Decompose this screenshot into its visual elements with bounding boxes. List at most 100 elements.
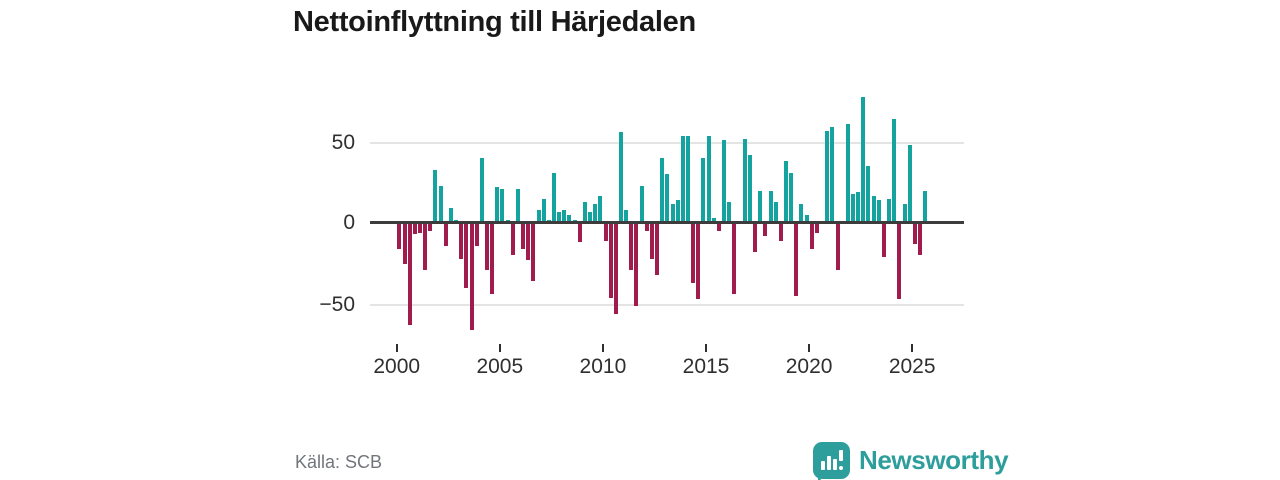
bar xyxy=(763,223,768,236)
bar xyxy=(675,200,680,223)
bar xyxy=(598,195,603,223)
bar xyxy=(448,208,453,223)
bar xyxy=(433,169,438,223)
bar xyxy=(500,189,505,223)
bar xyxy=(758,190,763,223)
bar xyxy=(644,223,649,232)
x-axis-tick-label: 2000 xyxy=(373,355,421,378)
bar xyxy=(582,201,587,223)
y-axis-tick-label-50: 50 xyxy=(331,131,355,154)
bar xyxy=(923,190,928,223)
bar xyxy=(464,223,469,288)
bar xyxy=(830,127,835,223)
bar xyxy=(742,138,747,223)
source-caption: Källa: SCB xyxy=(295,452,383,472)
bar xyxy=(526,223,531,261)
bar xyxy=(789,172,794,223)
bar xyxy=(773,201,778,223)
bar xyxy=(665,174,670,223)
bar xyxy=(918,223,922,256)
gridline-plus50 xyxy=(370,142,964,144)
bar-chart-speech-bubble-icon xyxy=(813,441,850,480)
bar xyxy=(907,145,912,223)
bar xyxy=(897,223,902,300)
x-axis-tick xyxy=(498,344,501,352)
bar xyxy=(727,201,732,223)
bar xyxy=(649,223,654,259)
bar xyxy=(521,223,525,249)
bar xyxy=(876,200,881,223)
y-axis-tick-label-neg50: −50 xyxy=(319,293,355,316)
bar xyxy=(711,218,716,223)
bar xyxy=(871,195,876,223)
bar xyxy=(541,198,546,223)
bar xyxy=(407,223,412,326)
logo-bar-3 xyxy=(833,458,837,470)
bar xyxy=(619,132,623,223)
bar xyxy=(438,185,443,223)
bar xyxy=(412,223,417,235)
bar xyxy=(670,203,675,223)
bar xyxy=(799,203,804,223)
bar xyxy=(856,192,861,223)
bar xyxy=(459,223,464,259)
bar xyxy=(902,203,907,223)
bar xyxy=(510,223,515,256)
bar xyxy=(804,214,809,223)
bar xyxy=(428,223,433,232)
bar xyxy=(706,135,711,223)
bar xyxy=(814,223,819,233)
bar xyxy=(443,223,448,246)
bar xyxy=(660,158,665,223)
logo-bar-2 xyxy=(827,455,831,470)
bar xyxy=(850,193,855,223)
bar xyxy=(809,223,814,249)
bar xyxy=(417,223,422,233)
x-axis-tick-label: 2015 xyxy=(682,355,730,378)
x-axis-tick xyxy=(395,344,398,352)
x-axis-tick-label: 2020 xyxy=(785,355,833,378)
bar xyxy=(794,223,799,296)
bar xyxy=(680,135,685,223)
bar xyxy=(881,223,886,257)
x-axis-tick-label: 2025 xyxy=(888,355,936,378)
bar xyxy=(629,223,634,270)
x-axis-tick xyxy=(705,344,707,352)
chart-title: Nettoinflyttning till Härjedalen xyxy=(293,6,696,38)
speech-bubble-tail xyxy=(818,476,829,480)
bar xyxy=(655,223,660,275)
bar xyxy=(892,119,897,223)
bar xyxy=(753,223,757,253)
bar xyxy=(778,223,783,241)
bar xyxy=(490,223,495,295)
bar xyxy=(577,223,582,243)
bar xyxy=(608,223,613,298)
bar xyxy=(552,172,556,223)
plot-area: 2000 2005 2010 2015 2020 2025 xyxy=(368,85,964,378)
bar xyxy=(469,223,474,330)
bar xyxy=(603,223,608,241)
zero-axis-line xyxy=(370,221,964,224)
logo-exclamation-dot xyxy=(839,465,843,470)
bar xyxy=(696,223,701,300)
bar xyxy=(562,210,567,223)
bar xyxy=(887,198,891,223)
logo-bar-1 xyxy=(821,460,825,470)
bar xyxy=(495,187,500,223)
x-axis-tick xyxy=(808,344,811,352)
bar xyxy=(557,211,562,223)
bar xyxy=(686,135,690,223)
bar xyxy=(474,223,479,246)
bar xyxy=(531,223,536,282)
bar xyxy=(593,203,598,223)
bar xyxy=(588,211,592,223)
y-axis-tick-label-0: 0 xyxy=(343,211,355,234)
bar xyxy=(783,161,788,223)
bar xyxy=(912,223,917,245)
bar xyxy=(397,223,402,249)
bar xyxy=(835,223,840,270)
bar xyxy=(567,214,572,223)
bar xyxy=(747,155,752,223)
bar xyxy=(716,223,721,232)
